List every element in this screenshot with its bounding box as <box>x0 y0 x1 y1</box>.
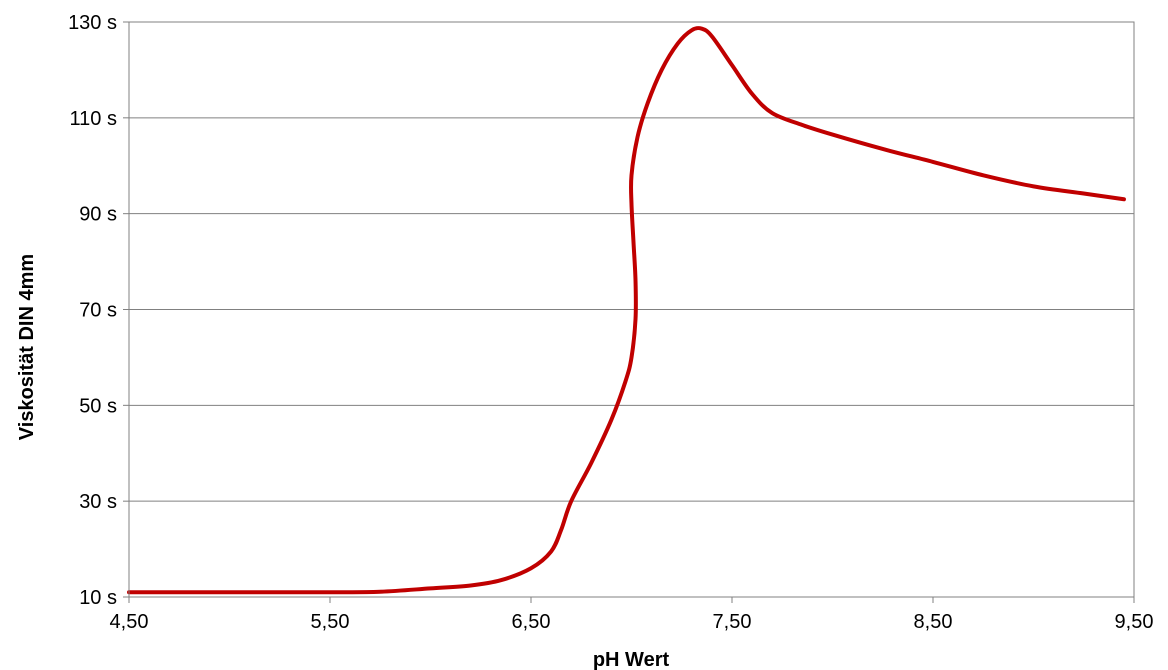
x-tick-label: 8,50 <box>914 611 953 633</box>
x-tick-label: 9,50 <box>1115 611 1154 633</box>
y-tick-label: 130 s <box>68 12 117 34</box>
gridlines <box>129 21 1134 502</box>
series-line-0 <box>127 26 1126 595</box>
plot-area-border <box>128 21 1135 598</box>
y-tick-label: 70 s <box>79 300 117 322</box>
x-tick-label: 5,50 <box>311 611 350 633</box>
x-axis-title: pH Wert <box>593 649 670 670</box>
y-tick-label: 30 s <box>79 491 117 513</box>
x-tick-label: 4,50 <box>110 611 149 633</box>
axes <box>123 21 1135 603</box>
y-tick-label: 50 s <box>79 395 117 417</box>
y-tick-label: 10 s <box>79 587 117 609</box>
y-tick-label: 90 s <box>79 204 117 226</box>
x-tick-label: 7,50 <box>713 611 752 633</box>
y-tick-label: 110 s <box>70 108 117 130</box>
y-axis-title: Viskosität DIN 4mm <box>16 254 38 440</box>
tick-labels: 10 s 30 s 50 s 70 s 90 s 110 s 130 s 4,50 5,50 6,… <box>68 12 1153 633</box>
x-tick-label: 6,50 <box>512 611 551 633</box>
series-layer <box>127 26 1126 595</box>
